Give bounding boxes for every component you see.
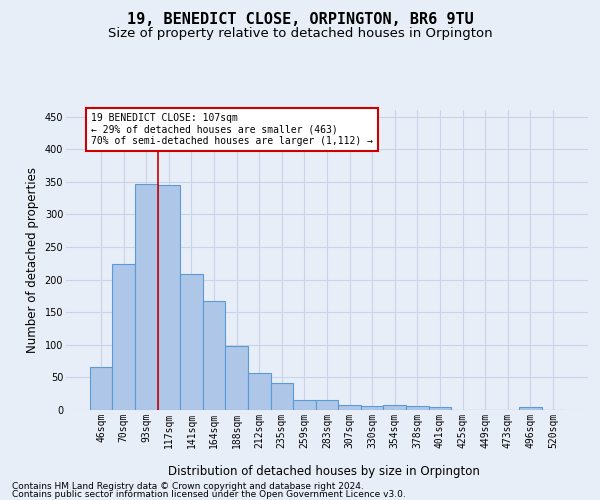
- Bar: [271, 382, 293, 410]
- Bar: [226, 346, 248, 410]
- Bar: [203, 301, 226, 410]
- Text: Contains HM Land Registry data © Crown copyright and database right 2024.: Contains HM Land Registry data © Crown c…: [12, 482, 364, 491]
- Text: 19, BENEDICT CLOSE, ORPINGTON, BR6 9TU: 19, BENEDICT CLOSE, ORPINGTON, BR6 9TU: [127, 12, 473, 28]
- Bar: [519, 408, 542, 410]
- Bar: [361, 406, 383, 410]
- Bar: [158, 185, 180, 410]
- Bar: [90, 367, 112, 410]
- Y-axis label: Number of detached properties: Number of detached properties: [26, 167, 39, 353]
- Bar: [316, 400, 338, 410]
- Bar: [338, 406, 361, 410]
- Bar: [248, 373, 271, 410]
- Text: Contains public sector information licensed under the Open Government Licence v3: Contains public sector information licen…: [12, 490, 406, 499]
- Bar: [180, 274, 203, 410]
- Bar: [135, 184, 158, 410]
- Text: Size of property relative to detached houses in Orpington: Size of property relative to detached ho…: [107, 28, 493, 40]
- Text: Distribution of detached houses by size in Orpington: Distribution of detached houses by size …: [168, 464, 480, 477]
- Bar: [428, 406, 451, 410]
- Bar: [406, 406, 428, 410]
- Bar: [293, 400, 316, 410]
- Bar: [112, 264, 135, 410]
- Bar: [383, 405, 406, 410]
- Text: 19 BENEDICT CLOSE: 107sqm
← 29% of detached houses are smaller (463)
70% of semi: 19 BENEDICT CLOSE: 107sqm ← 29% of detac…: [91, 114, 373, 146]
